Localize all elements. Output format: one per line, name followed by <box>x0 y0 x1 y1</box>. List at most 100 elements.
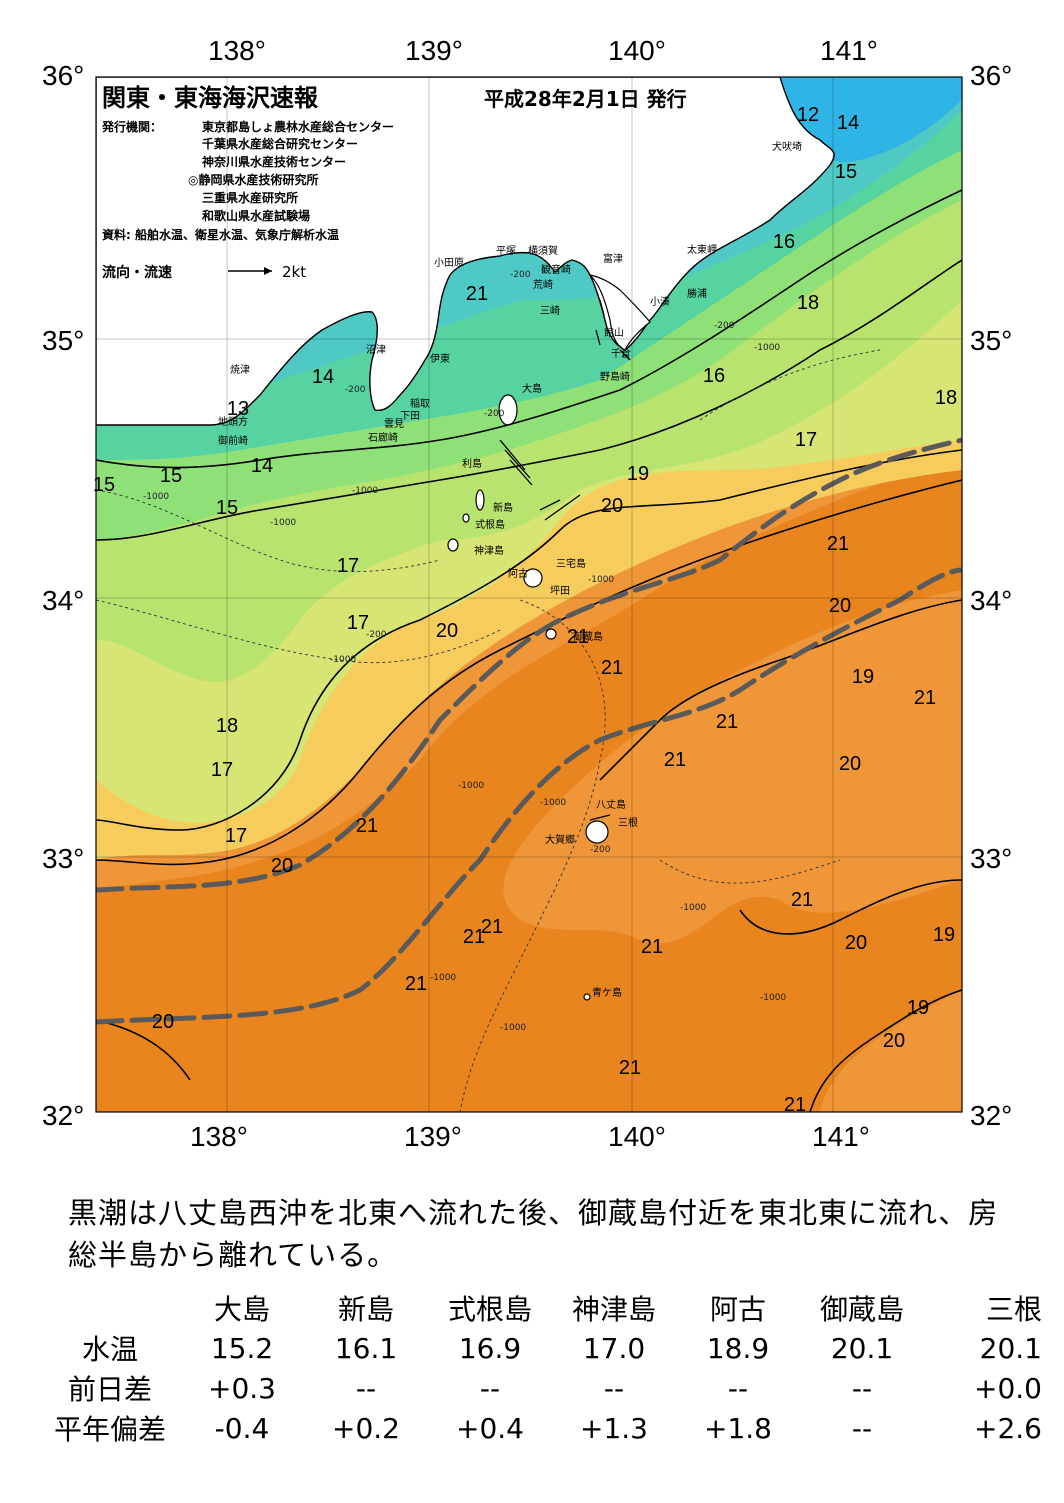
map-frame <box>95 76 963 1113</box>
lat-label: 32° <box>42 1100 84 1131</box>
place-name: 青ケ島 <box>592 986 622 999</box>
lon-label: 140° <box>608 35 666 66</box>
sea-temperature-map: 138° 139° 140° 141° 138° 139° 140° 141° … <box>42 35 1012 1152</box>
temp-label: 14 <box>312 366 334 388</box>
temp-label: 21 <box>601 657 623 679</box>
depth-label: -200 <box>714 321 735 331</box>
island-hachijojima <box>585 820 609 844</box>
cell: +2.6 <box>974 1411 1042 1445</box>
place-name: 勝浦 <box>687 287 707 300</box>
issuer-label: 発行機関： <box>101 119 162 134</box>
lon-label: 139° <box>404 1121 462 1152</box>
cell: -- <box>851 1371 873 1405</box>
data-source: 資料: 船舶水温、衛星水温、気象庁解析水温 <box>102 227 339 242</box>
issue-date: 平成28年2月1日 発行 <box>484 87 687 111</box>
place-names: 小田原 平塚 横須賀 観音崎 荒崎 三崎 富津 館山 千倉 野島崎 太東岬 勝浦… <box>218 140 802 999</box>
lat-label: 34° <box>42 585 84 616</box>
place-name: 地頭方 <box>218 415 248 428</box>
issuer-block: 発行機関： 東京都島しょ農林水産総合センター 千葉県水産総合研究センター 神奈川… <box>101 119 394 242</box>
temp-label: 14 <box>837 112 859 134</box>
depth-label: -1000 <box>588 575 614 585</box>
bathymetry-contours <box>96 349 881 1112</box>
depth-label: -1000 <box>754 343 780 353</box>
place-name: 神津島 <box>474 544 504 557</box>
island-mikurajima <box>545 628 557 640</box>
land-honshu-kanto <box>96 77 835 426</box>
station-name: 大島 <box>213 1293 270 1326</box>
temp-label: 21 <box>463 926 485 948</box>
place-name: 式根島 <box>475 518 505 531</box>
cell: +0.4 <box>456 1411 524 1445</box>
latitude-labels-right: 36° 35° 34° 33° 32° <box>970 60 1012 1131</box>
lon-label: 138° <box>190 1121 248 1152</box>
longitude-labels-bottom: 138° 139° 140° 141° <box>190 1121 870 1152</box>
depth-label: -200 <box>345 385 366 395</box>
place-name: 石廊崎 <box>368 431 398 444</box>
island-niijima <box>475 489 485 511</box>
lat-label: 35° <box>970 325 1012 356</box>
temp-label: 19 <box>627 463 649 485</box>
temp-label: 20 <box>601 495 623 517</box>
cell: +0.0 <box>974 1371 1042 1405</box>
issuer: 三重県水産研究所 <box>202 190 298 205</box>
temp-label: 21 <box>827 533 849 555</box>
flow-legend-unit: 2kt <box>282 263 306 281</box>
temp-label: 20 <box>839 753 861 775</box>
place-name: 横須賀 <box>528 244 558 257</box>
temp-label: 18 <box>797 292 819 314</box>
temp-label: 21 <box>356 815 378 837</box>
temp-label: 16 <box>773 231 795 253</box>
place-name: 阿古 <box>508 567 528 580</box>
cell: 15.2 <box>210 1331 274 1365</box>
depth-label: -1000 <box>143 492 169 502</box>
temp-label: 12 <box>797 104 819 126</box>
place-name: 伊東 <box>430 352 450 365</box>
island-miyakejima <box>523 568 543 588</box>
cell: 17.0 <box>582 1331 646 1365</box>
depth-labels: -200 -200 -200 -1000 -1000 -1000 -1000 -… <box>143 270 786 1033</box>
cell: 18.9 <box>706 1331 770 1365</box>
row-label: 平年偏差 <box>53 1413 166 1446</box>
cell: -- <box>603 1371 625 1405</box>
temp-label: 21 <box>716 711 738 733</box>
place-name: 大島 <box>522 382 542 395</box>
temp-label: 18 <box>935 387 957 409</box>
longitude-labels-top: 138° 139° 140° 141° <box>208 35 878 66</box>
temp-label: 15 <box>835 161 857 183</box>
place-name: 館山 <box>604 326 624 339</box>
temp-label: 21 <box>791 889 813 911</box>
station-name: 神津島 <box>571 1293 656 1326</box>
place-name: 三根 <box>618 816 638 829</box>
station-name: 阿古 <box>709 1293 766 1326</box>
place-name: 小田原 <box>434 257 464 269</box>
place-name: 野島崎 <box>600 370 630 383</box>
temp-label: 19 <box>852 666 874 688</box>
temp-label: 21 <box>914 687 936 709</box>
temp-label: 18 <box>216 715 238 737</box>
flow-arrows <box>499 299 631 821</box>
temp-label: 20 <box>271 855 293 877</box>
cell: -- <box>355 1371 377 1405</box>
lat-label: 36° <box>42 60 84 91</box>
lat-label: 35° <box>42 325 84 356</box>
temp-label: 19 <box>933 924 955 946</box>
place-name: 利島 <box>462 457 482 470</box>
cell: 20.1 <box>979 1331 1042 1365</box>
place-name: 観音崎 <box>541 263 571 276</box>
temp-label: 21 <box>784 1094 806 1116</box>
lon-label: 141° <box>820 35 878 66</box>
place-name: 八丈島 <box>596 798 626 811</box>
place-name: 坪田 <box>550 584 570 597</box>
cell: 16.1 <box>334 1331 398 1365</box>
depth-label: -1000 <box>680 903 706 913</box>
lonlat-grid <box>96 77 962 1112</box>
depth-label: -200 <box>366 630 387 640</box>
lon-label: 140° <box>608 1121 666 1152</box>
station-temperature-table: 大島 新島 式根島 神津島 阿古 御蔵島 三根 水温 15.2 16.1 16.… <box>40 1288 1046 1448</box>
place-name: 下田 <box>400 411 420 422</box>
station-name: 新島 <box>337 1293 394 1326</box>
island-shikinejima <box>462 513 470 523</box>
isotherms <box>96 189 962 1112</box>
temp-label: 21 <box>641 936 663 958</box>
temp-label: 20 <box>883 1030 905 1052</box>
